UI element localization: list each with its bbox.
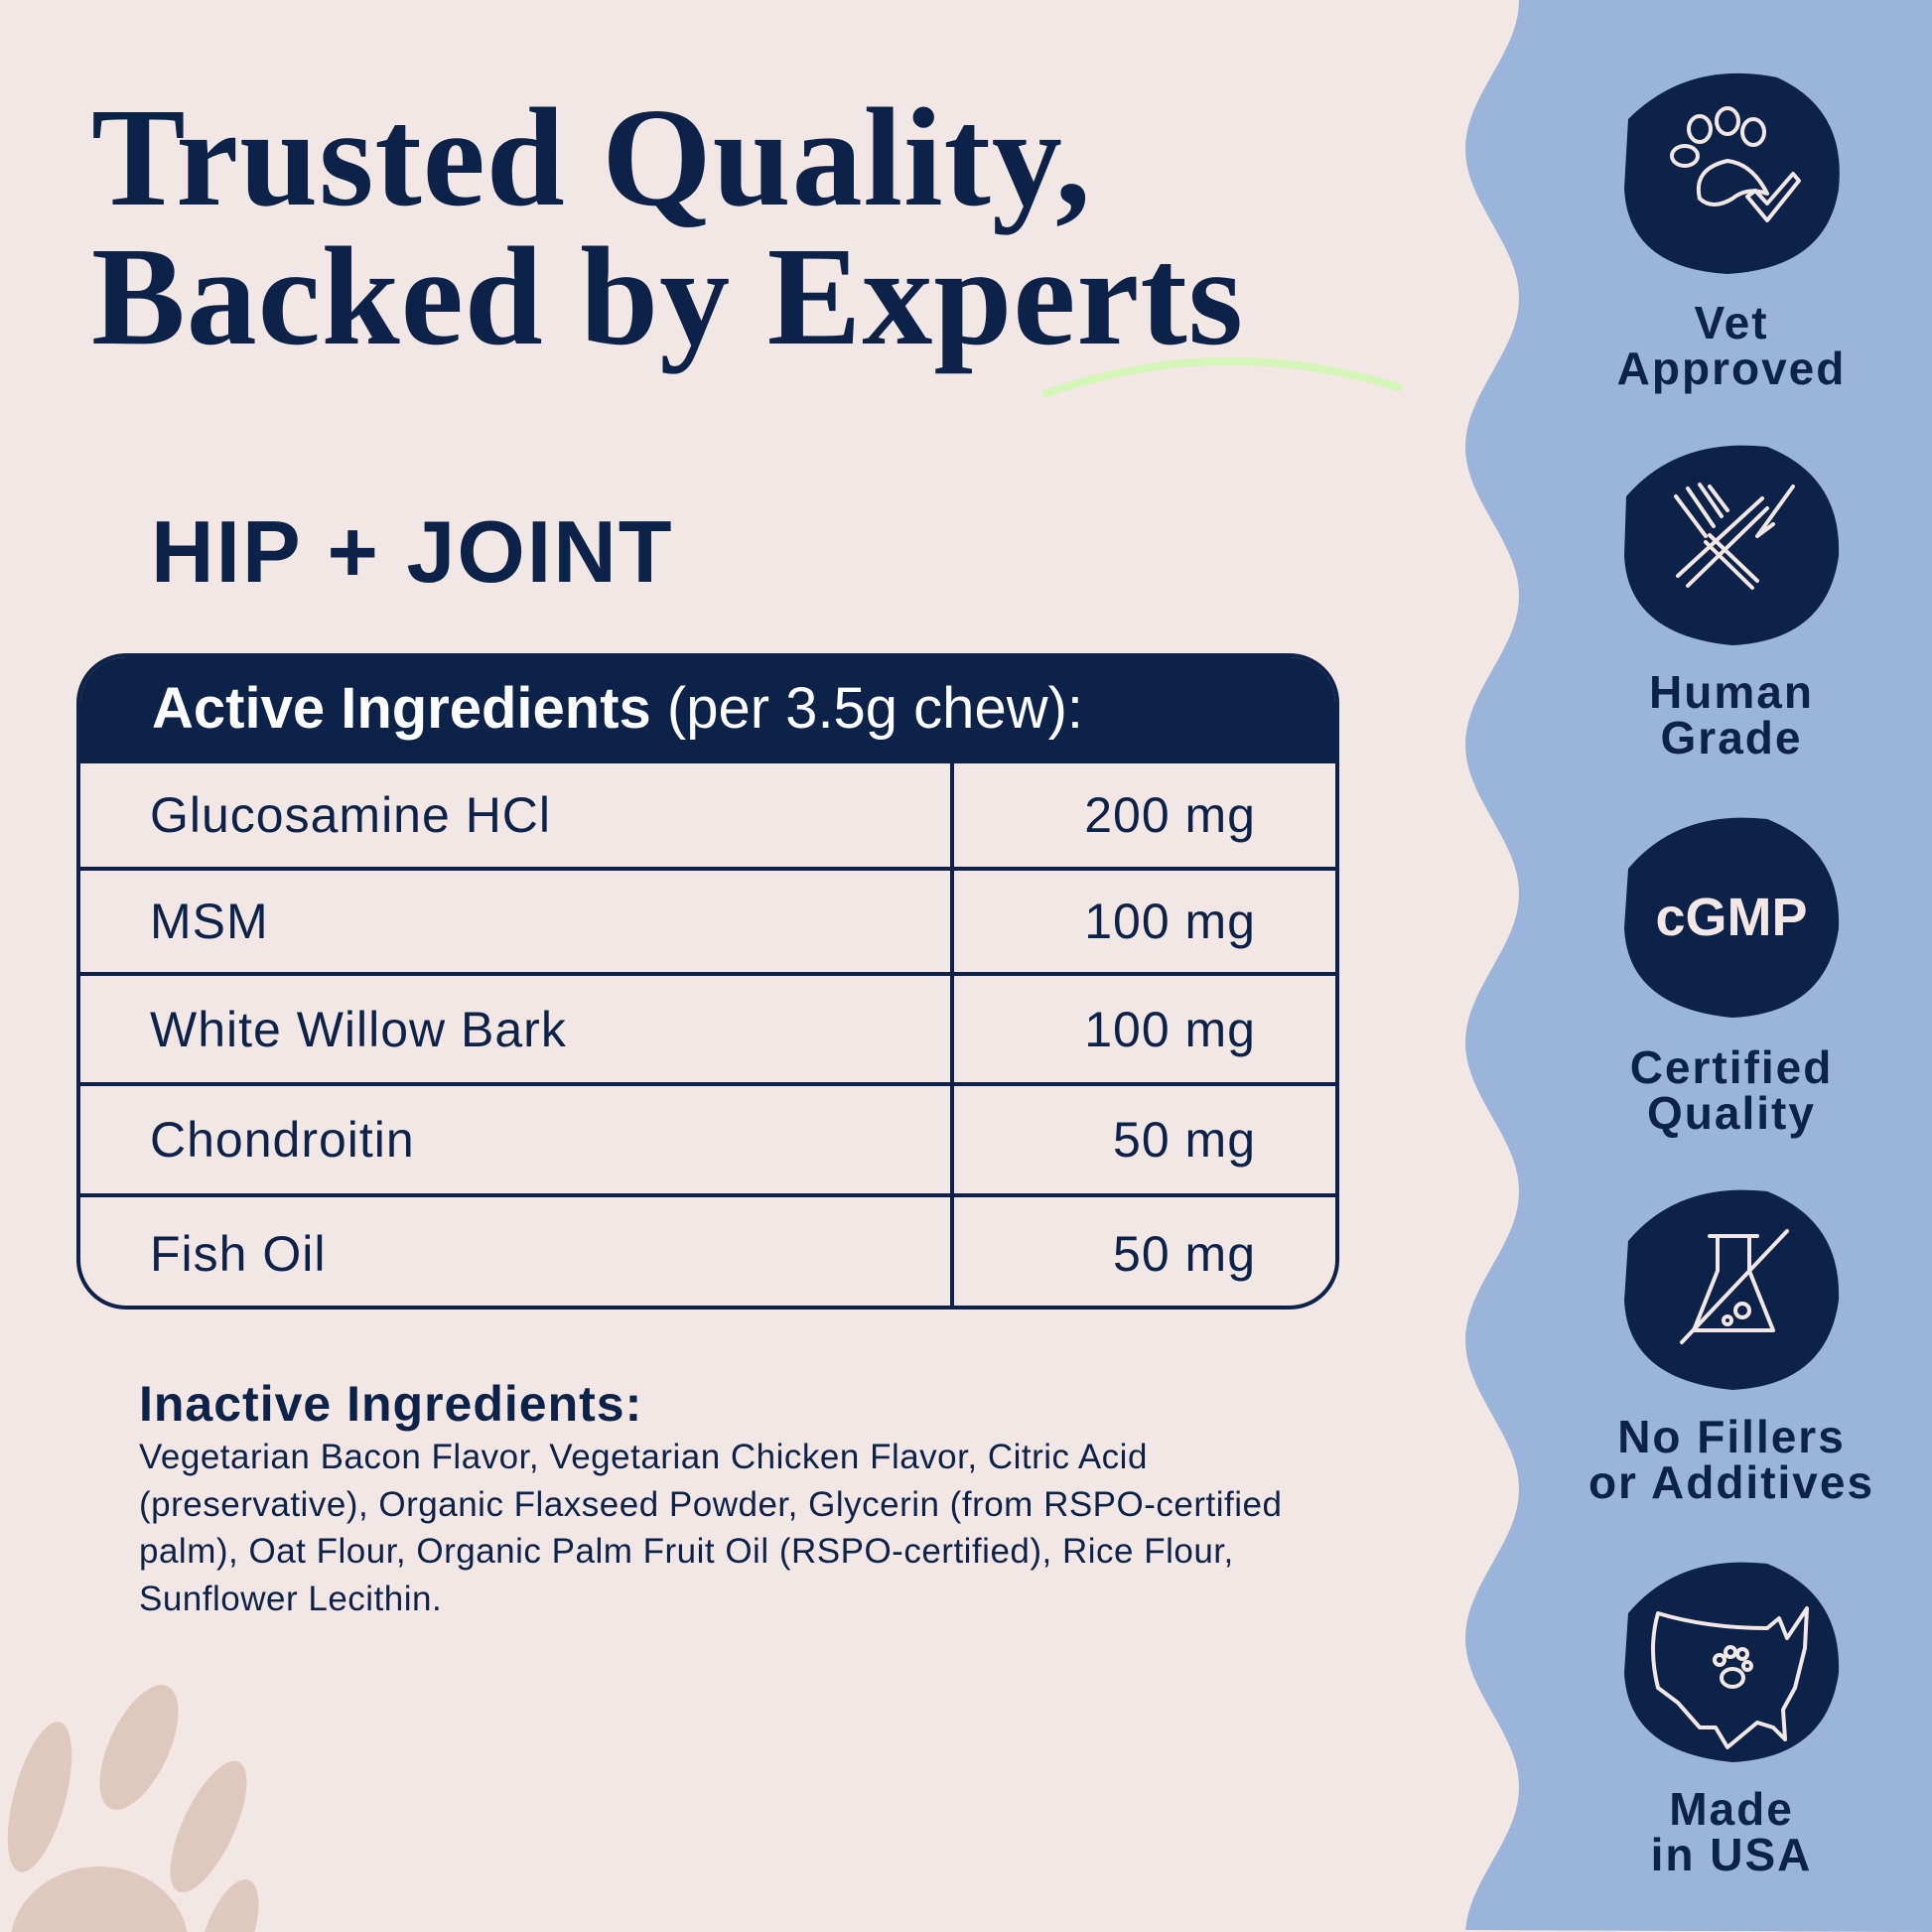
badge-blob-cgmp — [1624, 817, 1840, 1018]
ingredient-amount: 50 mg — [1113, 1225, 1256, 1282]
ingredient-name: White Willow Bark — [80, 976, 954, 1082]
table-row: White Willow Bark 100 mg — [80, 972, 1335, 1082]
paw-check-icon — [1670, 106, 1801, 222]
table-header: Active Ingredients (per 3.5g chew): — [80, 657, 1335, 759]
badge-label-human-grade: Human Grade — [1649, 666, 1814, 763]
ingredient-amount: 50 mg — [1113, 1112, 1256, 1168]
ingredient-amount: 200 mg — [1084, 787, 1256, 843]
ingredient-amount: 100 mg — [1084, 1001, 1256, 1057]
badge-blob-vet — [1624, 72, 1840, 274]
title-line-2: Backed by Experts — [91, 217, 1244, 374]
active-ingredients-table: Active Ingredients (per 3.5g chew): Gluc… — [76, 653, 1339, 1310]
table-header-title: Active Ingredients — [152, 676, 651, 741]
table-header-serving: (per 3.5g chew): — [650, 676, 1084, 741]
usa-map-paw-icon — [1651, 1606, 1809, 1749]
badge-label-no-fillers: No Fillers or Additives — [1587, 1411, 1875, 1508]
product-name: HIP + JOINT — [151, 502, 674, 601]
badge-label-certified-quality: Certified Quality — [1629, 1041, 1834, 1139]
fork-knife-icon — [1674, 483, 1795, 590]
title-line-1: Trusted Quality, — [91, 78, 1092, 235]
badge-label-vet-approved: Vet Approved — [1616, 297, 1847, 394]
ingredient-name: Chondroitin — [80, 1086, 954, 1193]
inactive-ingredients-text: Vegetarian Bacon Flavor, Vegetarian Chic… — [139, 1438, 1283, 1618]
page-title: Trusted Quality, Backed by Experts — [91, 86, 1244, 366]
ingredient-name: Glucosamine HCl — [80, 763, 954, 867]
ingredient-amount: 100 mg — [1084, 894, 1256, 949]
no-flask-icon — [1680, 1229, 1789, 1344]
title-underline-accent — [1042, 356, 1402, 397]
table-row: Glucosamine HCl 200 mg — [80, 759, 1335, 867]
paw-print-decoration — [7, 1685, 259, 1932]
badge-blob-usa — [1624, 1562, 1840, 1762]
ingredient-name: MSM — [80, 871, 954, 972]
table-row: Fish Oil 50 mg — [80, 1193, 1335, 1306]
badge-label-made-in-usa: Made in USA — [1650, 1783, 1813, 1880]
table-row: Chondroitin 50 mg — [80, 1082, 1335, 1193]
ingredient-name: Fish Oil — [80, 1197, 954, 1306]
cgmp-icon: cGMP — [1655, 888, 1807, 947]
table-row: MSM 100 mg — [80, 867, 1335, 972]
inactive-ingredients-heading: Inactive Ingredients: — [139, 1376, 643, 1432]
